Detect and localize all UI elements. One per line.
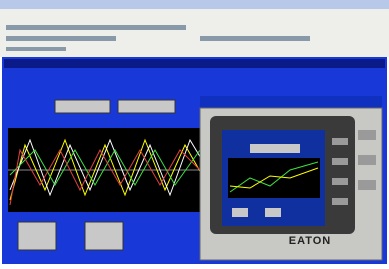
device-key[interactable] — [332, 178, 348, 185]
device-key[interactable] — [332, 198, 348, 205]
button[interactable] — [18, 222, 56, 250]
toolbar-row — [6, 25, 186, 30]
button[interactable] — [55, 100, 110, 113]
screen-button[interactable] — [232, 208, 248, 217]
screen-button[interactable] — [250, 144, 300, 153]
device-key[interactable] — [332, 138, 348, 145]
device-key[interactable] — [332, 158, 348, 165]
brand-logo: EATON — [289, 235, 332, 247]
mini-trend — [228, 158, 320, 198]
toolbar-row — [200, 36, 310, 41]
side-key[interactable] — [358, 180, 376, 190]
screenshot: EATON — [0, 0, 389, 269]
screen-button[interactable] — [265, 208, 281, 217]
window-title-bar — [4, 59, 385, 68]
button[interactable] — [118, 100, 175, 113]
side-key[interactable] — [358, 130, 376, 140]
side-key[interactable] — [358, 155, 376, 165]
dialog-title-bar — [200, 96, 382, 108]
app-title-bar — [0, 0, 389, 9]
button[interactable] — [85, 222, 123, 250]
toolbar-row — [6, 36, 116, 41]
toolbar-row — [6, 47, 66, 51]
